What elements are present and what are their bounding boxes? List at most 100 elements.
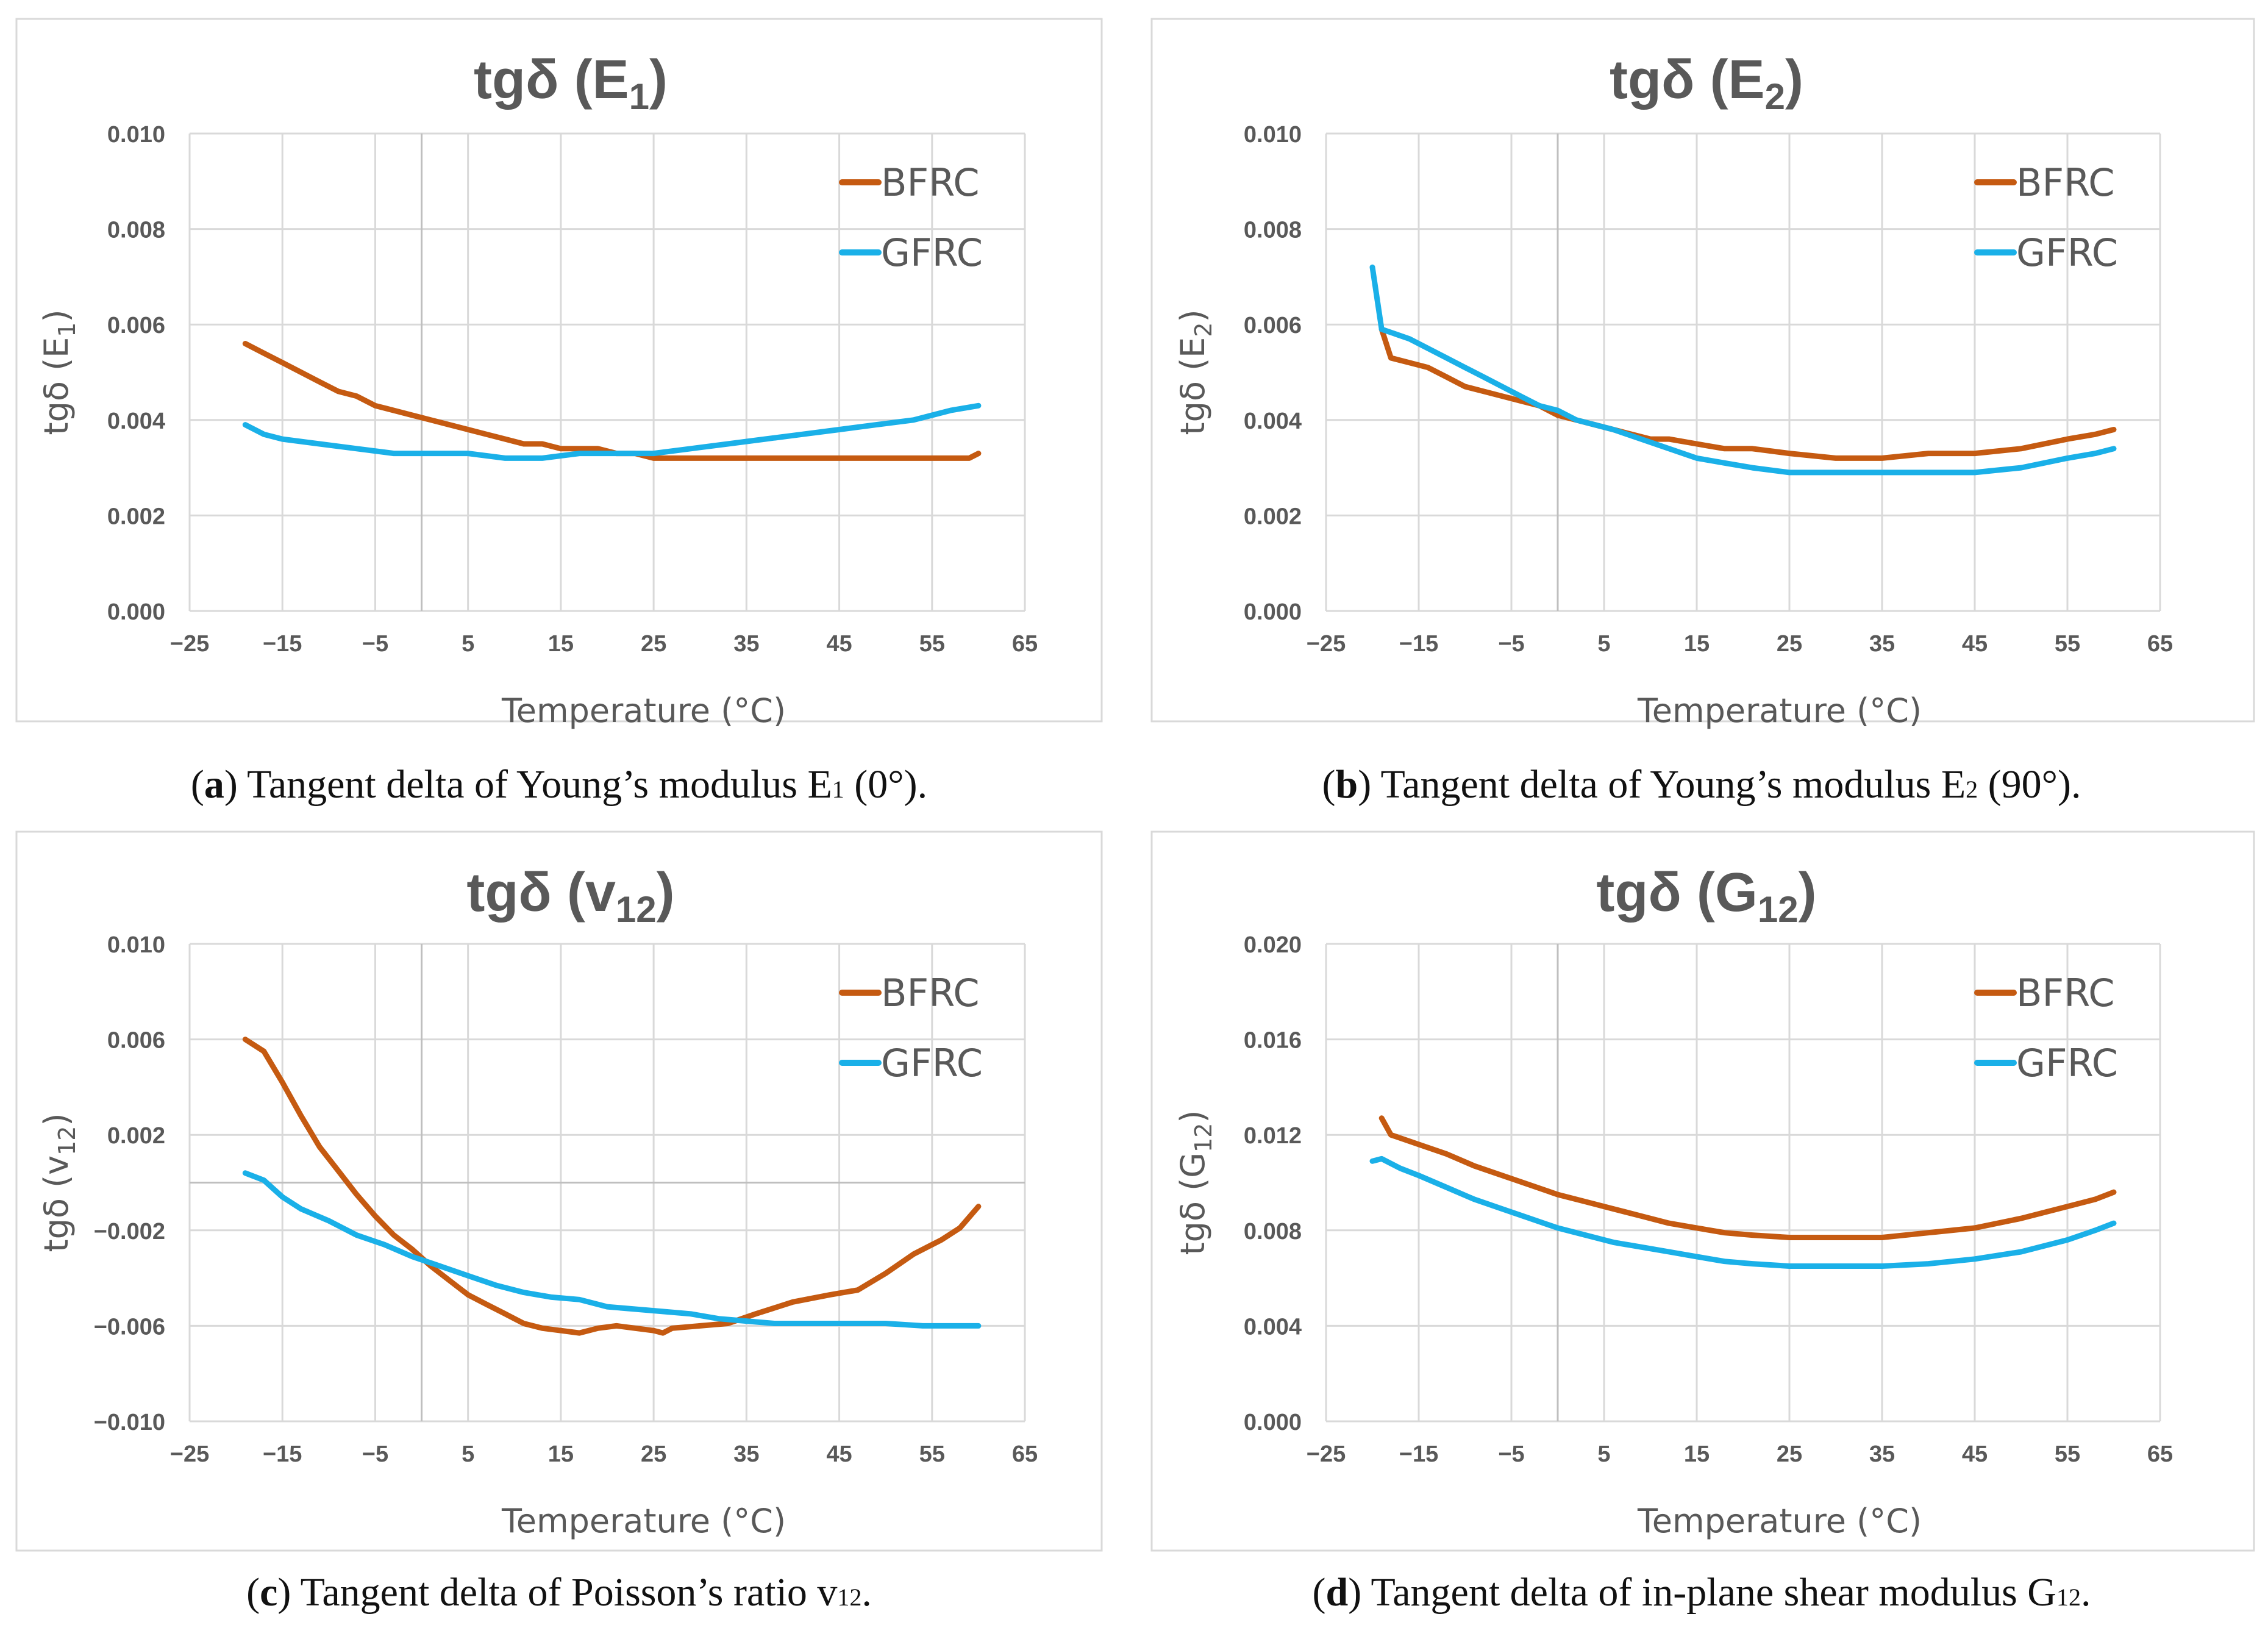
x-tick-label: −15 <box>263 631 302 657</box>
y-axis-label-end: ) <box>37 309 76 322</box>
caption-open-paren: ( <box>1313 1570 1326 1615</box>
y-tick-label: 0.010 <box>107 932 165 958</box>
y-tick-label: 0.000 <box>107 599 165 625</box>
y-tick-label: 0.010 <box>1244 122 1302 148</box>
y-tick-label: 0.002 <box>1244 504 1302 529</box>
x-tick-label: 65 <box>2147 1441 2173 1467</box>
y-axis-label: tgδ (v12) <box>37 1113 80 1252</box>
y-tick-label: 0.010 <box>107 122 165 148</box>
chart-title: tgδ (v12) <box>466 862 674 930</box>
legend-label-bfrc: BFRC <box>881 160 979 205</box>
panel-frame <box>15 830 1103 1552</box>
y-axis-label: tgδ (E1) <box>37 309 80 435</box>
panel-frame <box>1150 830 2255 1552</box>
caption-text: Tangent delta of Young’s modulus E <box>238 762 832 807</box>
caption-open-paren: ( <box>191 762 204 807</box>
chart-title-subscript: 2 <box>1765 76 1785 117</box>
y-axis-label-subscript: 12 <box>54 1126 80 1155</box>
x-axis-label: Temperature (°C) <box>1637 1502 1922 1540</box>
x-tick-label: −25 <box>170 1441 209 1467</box>
chart-title-main: tgδ (E <box>1610 49 1765 110</box>
chart-title-end: ) <box>657 862 675 923</box>
y-tick-label: 0.002 <box>107 1123 165 1149</box>
y-tick-label: 0.000 <box>1244 599 1302 625</box>
figure-caption-a: (a) Tangent delta of Young’s modulus E1 … <box>191 762 927 807</box>
caption-label: d <box>1326 1570 1349 1615</box>
x-tick-label: 45 <box>1962 631 1988 657</box>
x-axis-label: Temperature (°C) <box>1637 691 1922 730</box>
panel-frame <box>1150 18 2255 723</box>
legend-label-bfrc: BFRC <box>881 971 979 1015</box>
x-tick-label: 5 <box>1597 631 1610 657</box>
x-tick-label: 15 <box>548 631 574 657</box>
caption-text: Tangent delta of Young’s modulus E <box>1371 762 1966 807</box>
x-tick-label: 35 <box>1869 1441 1895 1467</box>
x-tick-label: −15 <box>263 1441 302 1467</box>
chart-title-main: tgδ (G <box>1596 862 1758 923</box>
chart-title-main: tgδ (v <box>466 862 616 923</box>
chart-title-end: ) <box>649 49 668 110</box>
legend-label-gfrc: GFRC <box>881 230 983 275</box>
legend-label-bfrc: BFRC <box>2016 971 2114 1015</box>
y-axis-label: tgδ (G12) <box>1174 1110 1217 1255</box>
caption-end: (0°). <box>844 762 927 807</box>
y-tick-label: 0.008 <box>1244 1219 1302 1244</box>
caption-close-paren: ) <box>1358 762 1371 807</box>
y-axis-label-subscript: 2 <box>1190 323 1217 337</box>
series-line-bfrc <box>242 341 982 461</box>
caption-end: . <box>2081 1570 2091 1615</box>
caption-text: Tangent delta of Poisson’s ratio v <box>291 1570 837 1615</box>
x-tick-label: −15 <box>1399 631 1438 657</box>
chart-panel-a: −25 −15 −5 5 15 25 35 45 55 65 0.000 0.002 0.004 0.00… <box>15 18 1103 730</box>
x-tick-label: −25 <box>1307 1441 1346 1467</box>
caption-open-paren: ( <box>1322 762 1335 807</box>
x-tick-label: 55 <box>919 631 945 657</box>
caption-subscript: 2 <box>1966 776 1978 803</box>
chart-panel-b: −25 −15 −5 5 15 25 35 45 55 65 0.000 0.002 0.004 0.00… <box>1150 18 2255 730</box>
chart-title-end: ) <box>1785 49 1803 110</box>
chart-title: tgδ (E2) <box>1610 49 1803 117</box>
caption-subscript: 12 <box>837 1584 861 1611</box>
x-tick-label: 35 <box>733 1441 759 1467</box>
y-axis-label-end: ) <box>1174 309 1212 322</box>
chart-title-subscript: 12 <box>1758 889 1799 930</box>
x-tick-label: 15 <box>548 1441 574 1467</box>
y-tick-label: 0.020 <box>1244 932 1302 958</box>
caption-end: . <box>861 1570 872 1615</box>
x-tick-label: −25 <box>1307 631 1346 657</box>
caption-label: a <box>204 762 224 807</box>
y-axis-label-subscript: 1 <box>54 323 80 337</box>
y-tick-label: 0.016 <box>1244 1028 1302 1054</box>
y-axis-label-end: ) <box>37 1113 76 1126</box>
x-tick-label: 35 <box>733 631 759 657</box>
y-axis-label-end: ) <box>1174 1110 1212 1123</box>
figure-caption-b: (b) Tangent delta of Young’s modulus E2 … <box>1322 762 2081 807</box>
x-tick-label: −5 <box>362 1441 388 1467</box>
y-tick-label: −0.006 <box>94 1314 165 1340</box>
figure-caption-d: (d) Tangent delta of in-plane shear modu… <box>1313 1570 2091 1615</box>
x-tick-label: 35 <box>1869 631 1895 657</box>
x-tick-label: −5 <box>1498 1441 1524 1467</box>
legend-label-gfrc: GFRC <box>2016 1041 2118 1085</box>
x-tick-label: −5 <box>1498 631 1524 657</box>
x-tick-label: 25 <box>1777 1441 1802 1467</box>
chart-title-end: ) <box>1799 862 1817 923</box>
y-axis-label-main: tgδ (v <box>37 1155 76 1252</box>
x-tick-label: −5 <box>362 631 388 657</box>
x-tick-label: 5 <box>1597 1441 1610 1467</box>
chart-title: tgδ (E1) <box>474 49 668 117</box>
y-tick-label: 0.004 <box>1244 409 1302 434</box>
y-tick-label: −0.002 <box>94 1219 165 1244</box>
y-tick-label: 0.006 <box>1244 313 1302 338</box>
x-tick-label: 65 <box>2147 631 2173 657</box>
y-axis-label-main: tgδ (E <box>37 337 76 435</box>
series-line-bfrc <box>242 1037 982 1336</box>
y-tick-label: 0.004 <box>107 409 165 434</box>
chart-title: tgδ (G12) <box>1596 862 1816 930</box>
x-tick-label: 45 <box>1962 1441 1988 1467</box>
caption-subscript: 12 <box>2056 1584 2081 1611</box>
y-tick-label: 0.006 <box>107 313 165 338</box>
y-axis-label-subscript: 12 <box>1190 1123 1217 1152</box>
x-axis-label: Temperature (°C) <box>501 1502 786 1540</box>
